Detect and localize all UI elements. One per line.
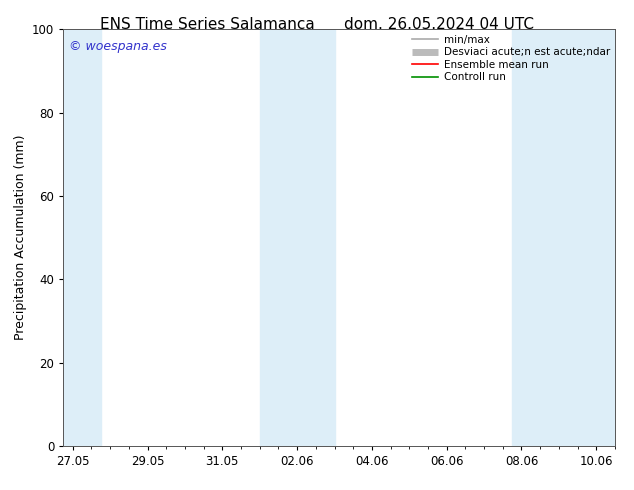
Legend: min/max, Desviaci acute;n est acute;ndar, Ensemble mean run, Controll run: min/max, Desviaci acute;n est acute;ndar… [412, 35, 610, 82]
Bar [260, 29, 335, 446]
Bar [512, 29, 615, 446]
Bar [63, 29, 101, 446]
Text: © woespana.es: © woespana.es [69, 40, 167, 53]
Y-axis label: Precipitation Accumulation (mm): Precipitation Accumulation (mm) [13, 135, 27, 341]
Text: ENS Time Series Salamanca      dom. 26.05.2024 04 UTC: ENS Time Series Salamanca dom. 26.05.202… [100, 17, 534, 32]
